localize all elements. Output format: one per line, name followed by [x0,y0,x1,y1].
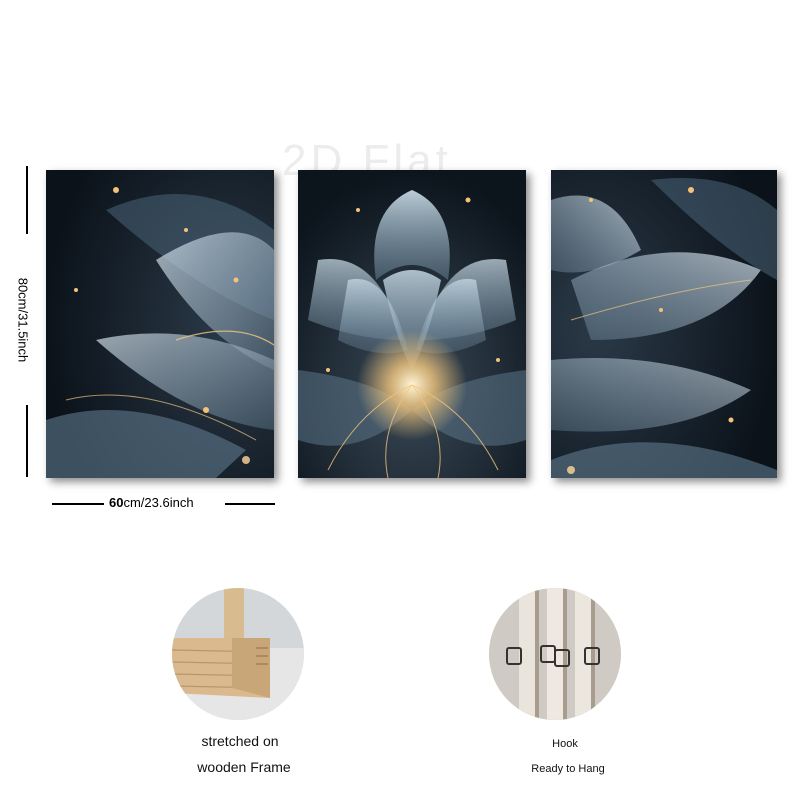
frame-caption-line1: stretched on [201,733,279,749]
width-label: 60cm/23.6inch [109,495,194,510]
width-dimension-line-right [225,503,275,505]
width-dimension-line-left [52,503,104,505]
flower-artwork-center [298,170,526,478]
height-dimension-line-bottom [26,405,28,477]
wooden-frame-photo [172,588,304,720]
canvas-panel-left [46,170,274,478]
canvas-panel-right [551,170,777,478]
hook-icon [489,588,621,720]
flower-artwork-left [46,170,274,478]
frame-caption-line2: wooden Frame [197,759,291,775]
width-label-number: 60 [109,495,124,510]
canvas-panel-center [298,170,526,478]
flower-artwork-right [551,170,777,478]
wooden-frame-icon [172,588,304,720]
width-label-unit: cm/23.6inch [123,495,194,510]
hook-photo [489,588,621,720]
height-label: 80cm/31.5inch [15,277,31,363]
hook-caption-line2: Ready to Hang [531,763,605,775]
hook-caption-line1: Hook [552,738,578,750]
height-dimension-line-top [26,166,28,234]
